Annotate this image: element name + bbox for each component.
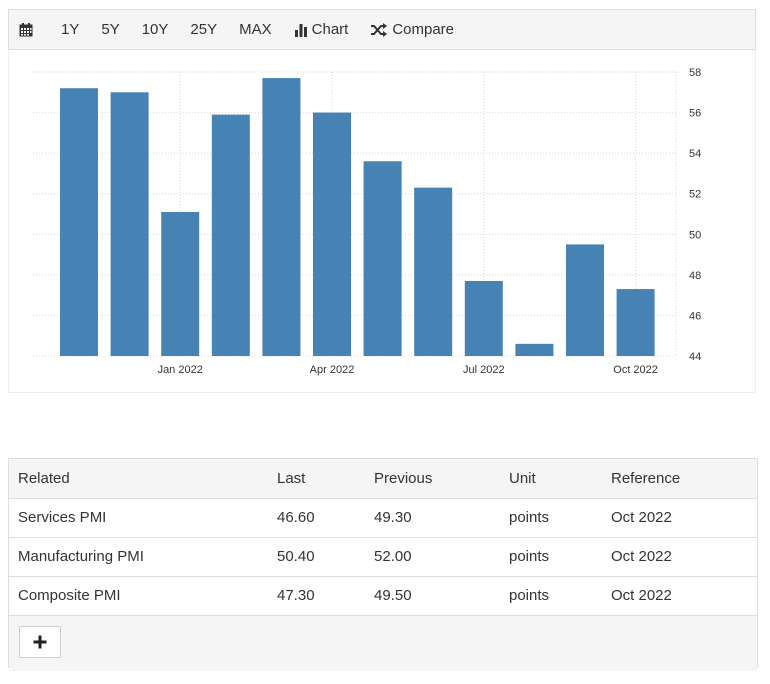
related-link-services-pmi[interactable]: Services PMI xyxy=(9,498,277,538)
header-related: Related xyxy=(9,459,277,499)
header-reference: Reference xyxy=(611,459,757,499)
range-25y-button[interactable]: 25Y xyxy=(190,21,218,38)
bar[interactable] xyxy=(515,343,554,356)
bar[interactable] xyxy=(616,289,655,356)
bar[interactable] xyxy=(414,187,453,356)
plus-icon xyxy=(33,635,47,648)
y-tick-label: 52 xyxy=(689,189,701,201)
table-row: Manufacturing PMI 50.40 52.00 points Oct… xyxy=(9,537,757,577)
x-tick-label: Oct 2022 xyxy=(613,364,658,376)
cell-last: 47.30 xyxy=(277,576,374,616)
y-tick-label: 48 xyxy=(689,270,701,282)
range-1y-button[interactable]: 1Y xyxy=(61,21,80,38)
compare-button[interactable]: Compare xyxy=(359,10,465,49)
chart-button-label: Chart xyxy=(311,21,349,38)
bar-chart: 44 46 48 50 52 54 56 58 Jan 2022 Apr 2022 Jul 202… xyxy=(33,67,701,376)
related-header-row: Related Last Previous Unit Reference xyxy=(9,459,757,499)
range-10y-button[interactable]: 10Y xyxy=(141,21,169,38)
bar[interactable] xyxy=(464,280,503,356)
cell-unit: points xyxy=(509,537,611,577)
header-last: Last xyxy=(277,459,374,499)
cell-previous: 49.30 xyxy=(374,498,509,538)
chart-type-button[interactable]: Chart xyxy=(283,10,360,49)
table-row: Composite PMI 47.30 49.50 points Oct 202… xyxy=(9,576,757,616)
related-link-composite-pmi[interactable]: Composite PMI xyxy=(9,576,277,616)
related-panel: Related Last Previous Unit Reference Ser… xyxy=(8,458,758,671)
y-tick-label: 58 xyxy=(689,67,701,79)
related-link-manufacturing-pmi[interactable]: Manufacturing PMI xyxy=(9,537,277,577)
cell-reference: Oct 2022 xyxy=(611,498,757,538)
x-tick-label: Jan 2022 xyxy=(158,364,203,376)
cell-last: 46.60 xyxy=(277,498,374,538)
add-button[interactable] xyxy=(19,625,61,658)
compare-button-label: Compare xyxy=(392,21,455,38)
bar[interactable] xyxy=(211,114,250,356)
calendar-button[interactable] xyxy=(9,10,50,49)
x-tick-label: Jul 2022 xyxy=(463,364,505,376)
cell-reference: Oct 2022 xyxy=(611,537,757,577)
y-tick-label: 44 xyxy=(689,351,701,363)
header-unit: Unit xyxy=(509,459,611,499)
range-max-button[interactable]: MAX xyxy=(239,21,272,38)
y-tick-label: 50 xyxy=(689,229,701,241)
y-tick-label: 46 xyxy=(689,310,701,322)
table-row: Services PMI 46.60 49.30 points Oct 2022 xyxy=(9,498,757,538)
bar[interactable] xyxy=(110,92,149,357)
bar[interactable] xyxy=(313,112,351,356)
cell-reference: Oct 2022 xyxy=(611,576,757,616)
cell-last: 50.40 xyxy=(277,537,374,577)
x-tick-label: Apr 2022 xyxy=(310,364,355,376)
y-tick-label: 56 xyxy=(689,108,701,120)
bar[interactable] xyxy=(363,161,402,356)
y-tick-label: 54 xyxy=(689,148,701,160)
range-5y-button[interactable]: 5Y xyxy=(101,21,120,38)
cell-unit: points xyxy=(509,498,611,538)
calendar-icon xyxy=(19,22,33,36)
bar-chart-icon xyxy=(294,23,307,37)
bar[interactable] xyxy=(161,211,200,356)
cell-unit: points xyxy=(509,576,611,616)
chart-toolbar: 1Y 5Y 10Y 25Y MAX Chart Compare xyxy=(8,9,756,50)
header-previous: Previous xyxy=(374,459,509,499)
bar[interactable] xyxy=(60,88,98,356)
cell-previous: 52.00 xyxy=(374,537,509,577)
bar[interactable] xyxy=(566,244,604,356)
chart-panel: 44 46 48 50 52 54 56 58 Jan 2022 Apr 2022 Jul 202… xyxy=(8,50,756,393)
cell-previous: 49.50 xyxy=(374,576,509,616)
related-footer xyxy=(9,615,757,671)
shuffle-icon xyxy=(371,22,388,37)
bar[interactable] xyxy=(262,78,301,356)
related-table: Related Last Previous Unit Reference Ser… xyxy=(9,459,757,616)
